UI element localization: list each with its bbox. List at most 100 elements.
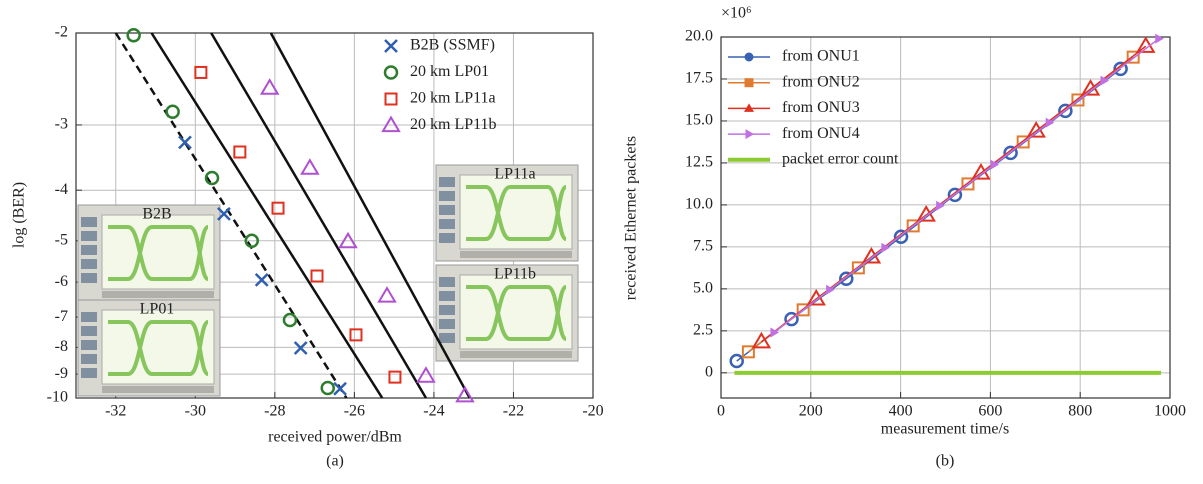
inset-button bbox=[439, 333, 455, 343]
inset-label: LP01 bbox=[140, 301, 175, 318]
y-tick-label: 2.5 bbox=[693, 322, 713, 339]
x-tick-label: 600 bbox=[978, 403, 1002, 420]
legend-label: 20 km LP11b bbox=[410, 116, 497, 133]
inset-button bbox=[81, 368, 97, 378]
y-tick-label: 0 bbox=[705, 363, 713, 380]
x-tick-label: -32 bbox=[105, 403, 126, 420]
y-tick-label: -7 bbox=[55, 308, 68, 325]
marker bbox=[312, 271, 323, 282]
legend-label: from ONU2 bbox=[782, 73, 860, 90]
inset-status bbox=[460, 351, 572, 358]
y-multiplier: ×10⁶ bbox=[721, 5, 752, 22]
marker bbox=[284, 314, 296, 326]
inset-status bbox=[460, 251, 572, 258]
figure: -32-30-28-26-24-22-20-2-3-4-5-6-7-8-9-10… bbox=[0, 0, 1203, 479]
marker bbox=[745, 53, 754, 62]
y-tick-label: 5.0 bbox=[693, 280, 713, 297]
y-tick-label: -2 bbox=[55, 24, 68, 41]
marker bbox=[295, 342, 307, 354]
x-axis-label: received power/dBm bbox=[268, 429, 402, 446]
inset-button bbox=[439, 177, 455, 187]
y-tick-label: -9 bbox=[55, 365, 68, 382]
marker bbox=[350, 329, 361, 340]
marker bbox=[745, 78, 754, 87]
inset-label: LP11b bbox=[494, 266, 536, 283]
inset-button bbox=[81, 245, 97, 255]
eye-inset: B2B bbox=[78, 205, 220, 301]
eye-inset: LP11b bbox=[436, 265, 578, 361]
eye-inset: LP01 bbox=[78, 300, 220, 396]
marker bbox=[179, 136, 191, 148]
marker bbox=[273, 203, 284, 214]
marker bbox=[334, 383, 346, 395]
marker bbox=[195, 67, 206, 78]
caption: (b) bbox=[936, 453, 955, 470]
y-axis-label: log (BER) bbox=[11, 182, 28, 248]
x-tick-label: 1000 bbox=[1154, 403, 1186, 420]
marker bbox=[167, 106, 179, 118]
y-axis-label: received Ethernet packets bbox=[623, 136, 640, 300]
marker bbox=[1155, 34, 1164, 44]
marker bbox=[746, 129, 755, 139]
inset-button bbox=[439, 233, 455, 243]
legend-label: packet error count bbox=[782, 150, 899, 167]
marker bbox=[389, 372, 400, 383]
y-tick-label: -5 bbox=[55, 231, 68, 248]
x-tick-label: -22 bbox=[503, 403, 524, 420]
inset-button bbox=[439, 191, 455, 201]
inset-button bbox=[81, 217, 97, 227]
marker bbox=[385, 40, 397, 52]
inset-button bbox=[439, 205, 455, 215]
y-tick-label: -8 bbox=[55, 338, 68, 355]
marker bbox=[128, 29, 140, 41]
x-tick-label: -20 bbox=[582, 403, 603, 420]
x-tick-label: 400 bbox=[889, 403, 913, 420]
y-tick-label: 12.5 bbox=[685, 154, 713, 171]
inset-button bbox=[81, 326, 97, 336]
inset-button bbox=[439, 277, 455, 287]
y-tick-label: -4 bbox=[55, 181, 68, 198]
x-tick-label: 200 bbox=[799, 403, 823, 420]
inset-button bbox=[439, 291, 455, 301]
y-tick-label: 10.0 bbox=[685, 196, 713, 213]
inset-button bbox=[81, 312, 97, 322]
marker bbox=[385, 67, 397, 79]
marker bbox=[418, 368, 434, 382]
y-tick-label: -6 bbox=[55, 273, 68, 290]
inset-button bbox=[81, 259, 97, 269]
y-tick-label: 17.5 bbox=[685, 70, 713, 87]
legend-label: from ONU1 bbox=[782, 48, 860, 65]
caption: (a) bbox=[326, 453, 344, 470]
y-tick-label: 15.0 bbox=[685, 112, 713, 129]
inset-label: LP11a bbox=[494, 166, 535, 183]
plot-frame bbox=[721, 37, 1170, 398]
legend-label: B2B (SSMF) bbox=[410, 37, 495, 54]
inset-button bbox=[439, 305, 455, 315]
x-tick-label: 0 bbox=[717, 403, 725, 420]
inset-button bbox=[81, 273, 97, 283]
inset-button bbox=[81, 354, 97, 364]
y-tick-label: -3 bbox=[55, 116, 68, 133]
y-tick-label: -10 bbox=[47, 389, 68, 406]
eye-inset: LP11a bbox=[436, 165, 578, 261]
marker bbox=[379, 288, 395, 302]
inset-button bbox=[81, 340, 97, 350]
inset-button bbox=[81, 231, 97, 241]
inset-button bbox=[439, 219, 455, 229]
marker bbox=[383, 118, 399, 132]
legend-label: from ONU4 bbox=[782, 125, 860, 142]
marker bbox=[386, 94, 397, 105]
y-tick-label: 20.0 bbox=[685, 28, 713, 45]
legend-label: from ONU3 bbox=[782, 99, 860, 116]
legend-label: 20 km LP01 bbox=[410, 63, 489, 80]
marker bbox=[322, 382, 334, 394]
marker bbox=[234, 147, 245, 158]
inset-label: B2B bbox=[142, 206, 171, 223]
x-tick-label: -28 bbox=[264, 403, 285, 420]
y-tick-label: 7.5 bbox=[693, 238, 713, 255]
inset-button bbox=[439, 319, 455, 329]
inset-status bbox=[102, 291, 214, 298]
fit-line bbox=[211, 33, 426, 398]
marker bbox=[256, 274, 268, 286]
x-tick-label: -24 bbox=[423, 403, 444, 420]
